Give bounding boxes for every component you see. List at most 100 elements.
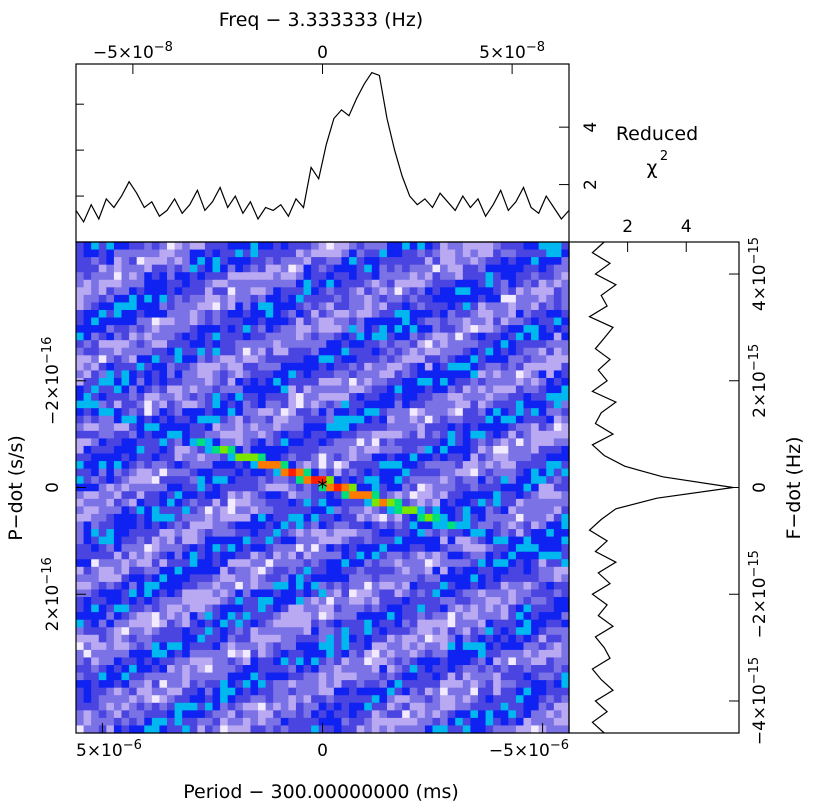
heatmap-cell [144, 544, 153, 553]
heatmap-cell [364, 340, 373, 349]
heatmap-cell [136, 642, 145, 651]
heatmap-cell [455, 566, 464, 575]
heatmap-cell [273, 362, 282, 372]
heatmap-cell [197, 453, 206, 462]
heatmap-cell [379, 725, 388, 734]
heatmap-cell [242, 325, 252, 334]
heatmap-cell [295, 347, 305, 356]
heatmap-cell [151, 483, 161, 492]
heatmap-cell [265, 597, 274, 606]
heatmap-cell [349, 627, 358, 636]
heatmap-cell [273, 476, 282, 485]
heatmap-cell [364, 400, 373, 409]
heatmap-cell [409, 544, 418, 553]
heatmap-cell [106, 257, 115, 266]
heatmap-cell [553, 483, 563, 492]
heatmap-cell [447, 717, 456, 727]
heatmap-cell [447, 680, 456, 689]
heatmap-cell [159, 476, 168, 485]
heatmap-cell [318, 257, 327, 266]
heatmap-cell [386, 634, 396, 643]
heatmap-cell [136, 423, 145, 432]
heatmap-cell [386, 657, 396, 666]
heatmap-cell [273, 559, 282, 568]
heatmap-cell [553, 657, 563, 666]
heatmap-cell [159, 725, 168, 734]
heatmap-cell [553, 438, 563, 447]
heatmap-cell [288, 680, 297, 689]
heatmap-cell [417, 453, 426, 462]
heatmap-cell [220, 672, 229, 681]
heatmap-cell [333, 536, 343, 545]
heatmap-cell [561, 544, 570, 553]
heatmap-cell [515, 264, 525, 273]
heatmap-cell [371, 544, 380, 553]
heatmap-cell [515, 362, 525, 372]
heatmap-cell [493, 680, 502, 689]
heatmap-cell [83, 445, 92, 455]
heatmap-cell [402, 498, 411, 507]
heatmap-cell [379, 355, 388, 364]
heatmap-cell [220, 710, 229, 719]
heatmap-cell [129, 627, 138, 636]
heatmap-cell [182, 687, 191, 696]
heatmap-cell [402, 687, 411, 696]
heatmap-cell [523, 559, 532, 568]
heatmap-cell [318, 529, 327, 538]
heatmap-cell [258, 551, 267, 560]
heatmap-cell [561, 536, 570, 545]
heatmap-cell [159, 566, 168, 575]
heatmap-cell [129, 317, 138, 326]
heatmap-cell [538, 242, 547, 251]
heatmap-cell [440, 566, 449, 575]
heatmap-cell [538, 513, 547, 523]
heatmap-cell [333, 581, 343, 591]
heatmap-cell [235, 355, 244, 364]
heatmap-cell [121, 597, 130, 606]
heatmap-cell [98, 370, 107, 379]
heatmap-cell [250, 521, 259, 530]
heatmap-cell [402, 430, 411, 439]
heatmap-cell [182, 649, 191, 659]
heatmap-cell [204, 415, 214, 424]
heatmap-cell [265, 438, 274, 447]
heatmap-cell [83, 242, 92, 251]
heatmap-cell [371, 551, 380, 560]
heatmap-cell [144, 559, 153, 568]
heatmap-cell [500, 672, 509, 681]
heatmap-cell [129, 461, 138, 470]
heatmap-cell [144, 612, 153, 621]
heatmap-cell [326, 309, 335, 319]
heatmap-cell [394, 325, 403, 334]
heatmap-cell [561, 680, 570, 689]
heatmap-cell [76, 521, 85, 530]
heatmap-cell [182, 242, 191, 251]
heatmap-cell [523, 468, 532, 477]
heatmap-cell [106, 506, 115, 515]
heatmap-cell [493, 619, 502, 628]
heatmap-cell [447, 536, 456, 545]
heatmap-cell [212, 551, 221, 560]
heatmap-cell [409, 332, 418, 341]
heatmap-cell [311, 362, 320, 372]
heatmap-cell [440, 332, 449, 341]
heatmap-cell [485, 513, 494, 523]
heatmap-cell [159, 257, 168, 266]
heatmap-cell [326, 445, 335, 455]
heatmap-cell [204, 483, 214, 492]
heatmap-cell [493, 498, 502, 507]
heatmap-cell [288, 264, 297, 273]
heatmap-cell [151, 415, 161, 424]
heatmap-cell [386, 445, 396, 455]
heatmap-cell [98, 287, 107, 296]
heatmap-cell [182, 257, 191, 266]
heatmap-cell [394, 257, 403, 266]
heatmap-cell [409, 687, 418, 696]
heatmap-cell [485, 687, 494, 696]
heatmap-cell [402, 279, 411, 288]
heatmap-cell [174, 461, 183, 470]
heatmap-cell [204, 355, 214, 364]
heatmap-cell [477, 445, 487, 455]
heatmap-cell [455, 544, 464, 553]
